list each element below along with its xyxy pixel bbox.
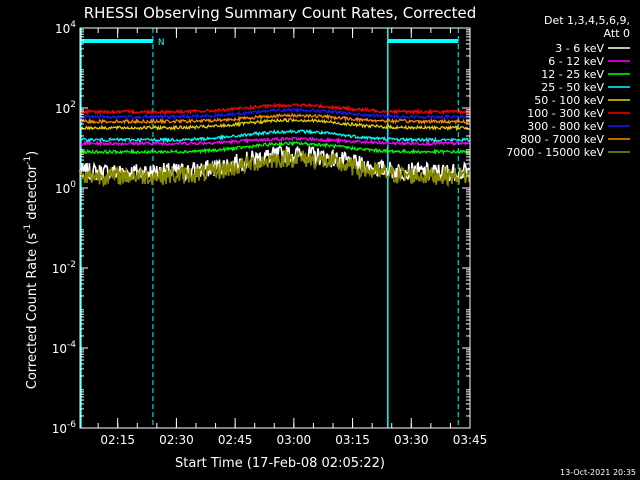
series-line-4 [79, 117, 470, 132]
x-tick-label-4: 03:15 [335, 433, 370, 447]
x-tick-label-6: 03:45 [453, 433, 488, 447]
x-tick-label-3: 03:00 [277, 433, 312, 447]
footer-date: 13-Oct-2021 20:35 [560, 468, 636, 477]
series-line-3 [79, 129, 471, 144]
series-line-7 [79, 112, 470, 125]
legend-label-2: 12 - 25 keV [541, 68, 604, 81]
saa-flag: N [158, 38, 165, 48]
plot-frame [79, 27, 471, 429]
y-tick-label-3: 100 [55, 180, 76, 196]
legend-label-3: 25 - 50 keV [541, 81, 604, 94]
x-tick-label-5: 03:30 [394, 433, 429, 447]
y-tick-label-4: 102 [55, 100, 76, 116]
series-line-6 [79, 106, 471, 121]
y-tick-label-1: 10-4 [52, 340, 77, 356]
legend-label-8: 7000 - 15000 keV [506, 146, 604, 159]
series-line-8 [79, 149, 471, 188]
x-axis: 02:15 02:30 02:45 03:00 03:15 03:30 03:45 [97, 28, 488, 447]
series-line-5 [79, 102, 471, 116]
series-line-2 [79, 140, 471, 156]
series-line-1 [79, 136, 471, 147]
plot-area: N [79, 28, 471, 428]
y-tick-label-0: 10-6 [52, 420, 77, 436]
legend-label-1: 6 - 12 keV [548, 55, 604, 68]
legend-label-4: 50 - 100 keV [534, 94, 604, 107]
legend-label-5: 100 - 300 keV [527, 107, 604, 120]
x-axis-label: Start Time (17-Feb-08 02:05:22) [175, 456, 385, 471]
legend-header-0: Det 1,3,4,5,6,9, [544, 14, 630, 27]
y-axis-label: Corrected Count Rate (s-1 detector-1) [23, 151, 40, 389]
legend-label-7: 800 - 7000 keV [520, 133, 604, 146]
x-tick-label-1: 02:30 [159, 433, 194, 447]
y-axis: 10-6 10-4 10-2 100 102 104 [52, 20, 471, 436]
y-tick-label-5: 104 [55, 20, 76, 36]
legend-label-0: 3 - 6 keV [555, 42, 604, 55]
chart-title: RHESSI Observing Summary Count Rates, Co… [84, 4, 477, 22]
legend-header-1: Att 0 [604, 27, 630, 40]
x-tick-label-2: 02:45 [218, 433, 253, 447]
y-tick-label-2: 10-2 [52, 260, 76, 276]
legend-label-6: 300 - 800 keV [527, 120, 604, 133]
x-tick-label-0: 02:15 [100, 433, 135, 447]
